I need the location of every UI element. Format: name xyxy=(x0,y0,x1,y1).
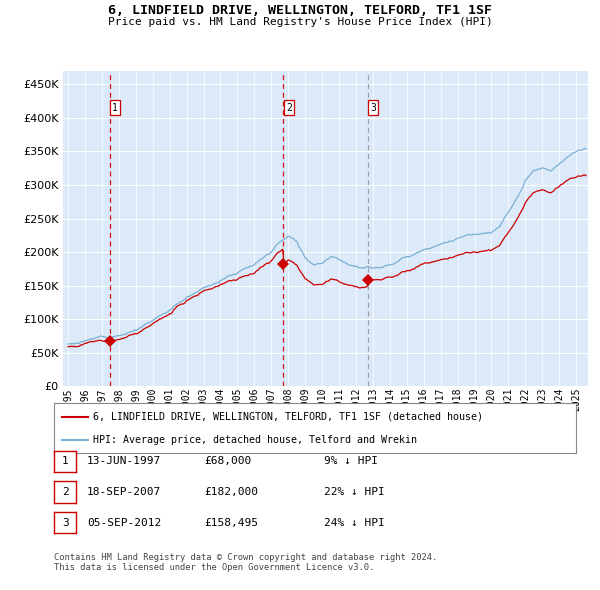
Text: 3: 3 xyxy=(62,518,68,527)
Text: 18-SEP-2007: 18-SEP-2007 xyxy=(87,487,161,497)
Text: 05-SEP-2012: 05-SEP-2012 xyxy=(87,518,161,527)
Text: 2: 2 xyxy=(286,103,292,113)
Text: 1: 1 xyxy=(112,103,118,113)
Text: 6, LINDFIELD DRIVE, WELLINGTON, TELFORD, TF1 1SF: 6, LINDFIELD DRIVE, WELLINGTON, TELFORD,… xyxy=(108,4,492,17)
Text: 1: 1 xyxy=(62,457,68,466)
Text: 3: 3 xyxy=(370,103,376,113)
Text: 6, LINDFIELD DRIVE, WELLINGTON, TELFORD, TF1 1SF (detached house): 6, LINDFIELD DRIVE, WELLINGTON, TELFORD,… xyxy=(93,411,483,421)
Text: 9% ↓ HPI: 9% ↓ HPI xyxy=(324,457,378,466)
Text: £68,000: £68,000 xyxy=(204,457,251,466)
Text: £182,000: £182,000 xyxy=(204,487,258,497)
Text: 24% ↓ HPI: 24% ↓ HPI xyxy=(324,518,385,527)
Text: 13-JUN-1997: 13-JUN-1997 xyxy=(87,457,161,466)
Text: This data is licensed under the Open Government Licence v3.0.: This data is licensed under the Open Gov… xyxy=(54,563,374,572)
Text: HPI: Average price, detached house, Telford and Wrekin: HPI: Average price, detached house, Telf… xyxy=(93,435,417,445)
Text: Price paid vs. HM Land Registry's House Price Index (HPI): Price paid vs. HM Land Registry's House … xyxy=(107,17,493,27)
Text: 22% ↓ HPI: 22% ↓ HPI xyxy=(324,487,385,497)
Text: Contains HM Land Registry data © Crown copyright and database right 2024.: Contains HM Land Registry data © Crown c… xyxy=(54,553,437,562)
Text: 2: 2 xyxy=(62,487,68,497)
Text: £158,495: £158,495 xyxy=(204,518,258,527)
